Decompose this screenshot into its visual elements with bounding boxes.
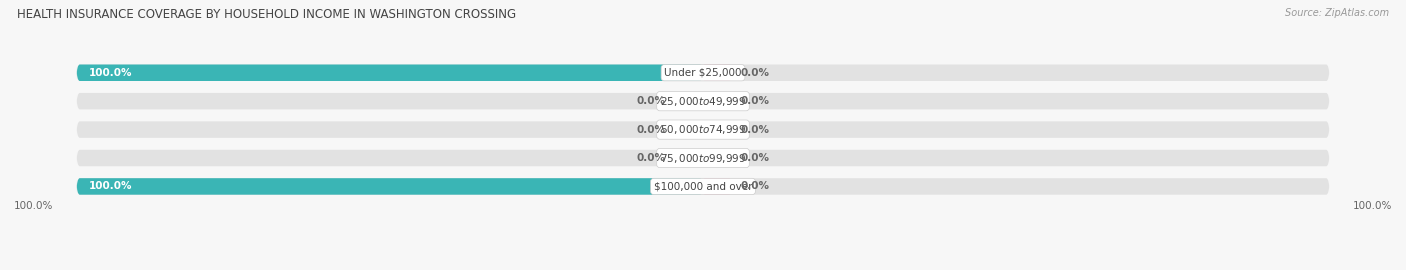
Text: 0.0%: 0.0% — [741, 124, 769, 135]
Text: 100.0%: 100.0% — [14, 201, 53, 211]
Text: 0.0%: 0.0% — [637, 124, 665, 135]
Text: 100.0%: 100.0% — [89, 181, 132, 191]
Text: 100.0%: 100.0% — [1353, 201, 1392, 211]
FancyBboxPatch shape — [77, 121, 1329, 138]
FancyBboxPatch shape — [703, 150, 731, 166]
Text: $75,000 to $99,999: $75,000 to $99,999 — [659, 151, 747, 164]
Text: Under $25,000: Under $25,000 — [664, 68, 742, 78]
FancyBboxPatch shape — [703, 93, 731, 109]
FancyBboxPatch shape — [703, 121, 731, 138]
FancyBboxPatch shape — [77, 178, 703, 195]
Text: 0.0%: 0.0% — [741, 181, 769, 191]
Text: Source: ZipAtlas.com: Source: ZipAtlas.com — [1285, 8, 1389, 18]
FancyBboxPatch shape — [77, 65, 1329, 81]
FancyBboxPatch shape — [675, 150, 703, 166]
FancyBboxPatch shape — [703, 65, 731, 81]
Text: $100,000 and over: $100,000 and over — [654, 181, 752, 191]
Text: 0.0%: 0.0% — [741, 68, 769, 78]
FancyBboxPatch shape — [703, 178, 731, 195]
Text: 0.0%: 0.0% — [637, 153, 665, 163]
FancyBboxPatch shape — [77, 178, 1329, 195]
Text: 100.0%: 100.0% — [89, 68, 132, 78]
Text: 0.0%: 0.0% — [637, 96, 665, 106]
FancyBboxPatch shape — [675, 93, 703, 109]
Text: HEALTH INSURANCE COVERAGE BY HOUSEHOLD INCOME IN WASHINGTON CROSSING: HEALTH INSURANCE COVERAGE BY HOUSEHOLD I… — [17, 8, 516, 21]
Text: $25,000 to $49,999: $25,000 to $49,999 — [659, 95, 747, 108]
Text: 0.0%: 0.0% — [741, 96, 769, 106]
FancyBboxPatch shape — [675, 121, 703, 138]
FancyBboxPatch shape — [77, 93, 1329, 109]
FancyBboxPatch shape — [77, 65, 703, 81]
Text: 0.0%: 0.0% — [741, 153, 769, 163]
FancyBboxPatch shape — [77, 150, 1329, 166]
Text: $50,000 to $74,999: $50,000 to $74,999 — [659, 123, 747, 136]
